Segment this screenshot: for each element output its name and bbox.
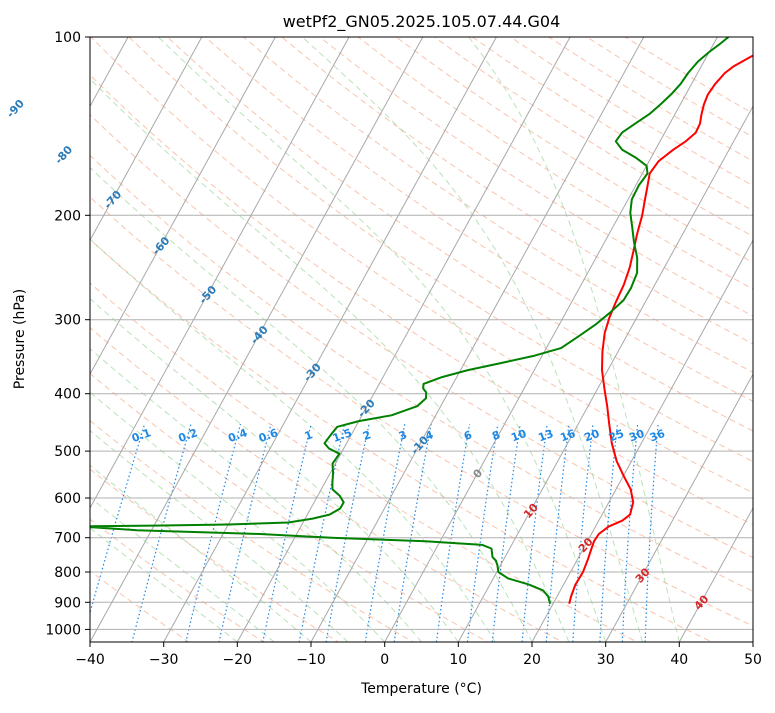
y-tick-label: 100 (54, 30, 81, 46)
x-tick-label: −10 (296, 652, 326, 668)
y-tick-label: 200 (54, 208, 81, 224)
x-tick-label: −20 (223, 652, 253, 668)
plot-area (90, 37, 753, 642)
chart-title: wetPf2_GN05.2025.105.07.44.G04 (283, 12, 561, 32)
y-tick-label: 600 (54, 491, 81, 507)
y-tick-label: 800 (54, 565, 81, 581)
y-tick-label: 700 (54, 531, 81, 547)
x-tick-label: −40 (75, 652, 105, 668)
y-tick-label: 1000 (45, 622, 81, 638)
x-tick-label: 0 (380, 652, 389, 668)
y-tick-label: 400 (54, 387, 81, 403)
x-tick-label: 10 (449, 652, 467, 668)
x-tick-label: 30 (597, 652, 615, 668)
x-tick-label: 40 (670, 652, 688, 668)
y-tick-label: 900 (54, 595, 81, 611)
x-tick-label: −30 (149, 652, 179, 668)
x-tick-label: 20 (523, 652, 541, 668)
x-axis-label: Temperature (°C) (360, 681, 482, 697)
x-tick-label: 50 (744, 652, 762, 668)
y-tick-label: 500 (54, 444, 81, 460)
y-axis-label: Pressure (hPa) (12, 289, 28, 389)
y-tick-label: 300 (54, 313, 81, 329)
